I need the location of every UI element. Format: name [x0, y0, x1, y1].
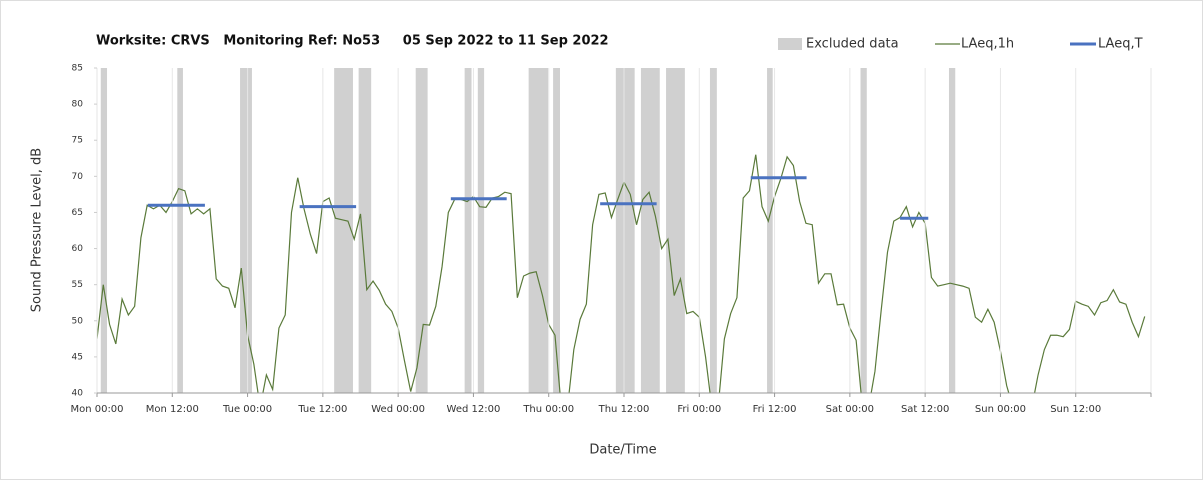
x-tick-label: Sun 00:00	[975, 404, 1026, 415]
y-tick-label: 45	[72, 352, 83, 362]
excluded-band	[553, 68, 561, 393]
x-tick-label: Wed 00:00	[371, 404, 425, 415]
legend-label: LAeq,T	[1098, 37, 1143, 52]
x-tick-label: Thu 00:00	[522, 404, 574, 415]
x-axis-title: Date/Time	[589, 443, 656, 458]
y-tick-label: 85	[72, 64, 83, 74]
excluded-band	[640, 68, 660, 393]
x-tick-label: Sun 12:00	[1050, 404, 1101, 415]
excluded-band	[528, 68, 549, 393]
y-tick-label: 80	[72, 100, 84, 110]
excluded-band	[477, 68, 485, 393]
legend-label: LAeq,1h	[961, 37, 1014, 52]
excluded-band	[666, 68, 685, 393]
excluded-band	[415, 68, 428, 393]
excluded-band	[177, 68, 183, 393]
x-tick-label: Tue 12:00	[297, 404, 347, 415]
excluded-band	[948, 68, 956, 393]
x-tick-label: Thu 12:00	[598, 404, 650, 415]
legend-swatch	[778, 38, 802, 50]
x-tick-label: Fri 12:00	[753, 404, 797, 415]
excluded-band	[464, 68, 472, 393]
excluded-band	[615, 68, 635, 393]
x-tick-label: Mon 12:00	[146, 404, 199, 415]
legend-label: Excluded data	[806, 37, 899, 52]
y-tick-label: 65	[72, 208, 83, 218]
laeq-1h-line	[97, 154, 1146, 393]
x-tick-label: Sat 00:00	[826, 404, 874, 415]
y-axis-title: Sound Pressure Level, dB	[30, 148, 45, 312]
x-tick-label: Mon 00:00	[70, 404, 123, 415]
excluded-band	[100, 68, 108, 393]
excluded-band	[240, 68, 252, 393]
y-tick-label: 55	[72, 280, 83, 290]
excluded-band	[334, 68, 353, 393]
excluded-band	[767, 68, 773, 393]
excluded-band	[358, 68, 372, 393]
y-tick-label: 75	[72, 136, 83, 146]
y-tick-label: 40	[72, 389, 84, 399]
chart-title: Worksite: CRVS Monitoring Ref: No53 05 S…	[96, 34, 609, 49]
excluded-band	[709, 68, 717, 393]
x-tick-label: Wed 12:00	[447, 404, 501, 415]
excluded-band	[860, 68, 867, 393]
x-tick-label: Fri 00:00	[677, 404, 721, 415]
y-tick-label: 60	[72, 244, 84, 254]
x-tick-label: Tue 00:00	[222, 404, 272, 415]
x-tick-label: Sat 12:00	[901, 404, 949, 415]
y-tick-label: 70	[72, 172, 84, 182]
plot-area	[97, 68, 1146, 393]
y-tick-label: 50	[72, 316, 84, 326]
